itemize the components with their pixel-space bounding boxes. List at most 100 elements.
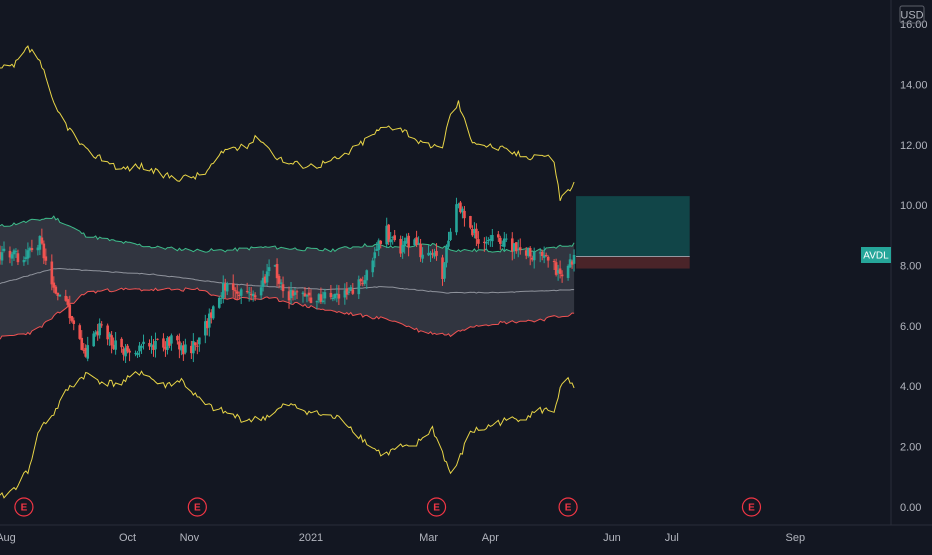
candle-body[interactable] [245,291,249,293]
candle-body[interactable] [154,340,157,350]
candle-body[interactable] [463,210,466,219]
candle-body[interactable] [42,243,46,259]
candle-body[interactable] [568,259,572,268]
candle-body[interactable] [429,252,432,255]
candle-body[interactable] [544,254,548,256]
currency-label[interactable]: USD [899,5,925,24]
candle-body[interactable] [405,237,408,244]
candle-body[interactable] [225,283,229,292]
candle-body[interactable] [152,345,155,350]
earnings-marker[interactable]: E [14,497,34,517]
candle-body[interactable] [22,259,26,263]
candle-body[interactable] [532,251,536,261]
candle-body[interactable] [142,341,145,344]
candle-body[interactable] [556,270,560,274]
candle-body[interactable] [237,294,241,296]
candle-body[interactable] [471,229,474,236]
candle-body[interactable] [385,225,388,245]
candle-body[interactable] [219,297,223,299]
candle-body[interactable] [196,345,199,347]
candle-body[interactable] [415,237,418,245]
candle-body[interactable] [112,344,115,349]
candle-body[interactable] [546,256,550,261]
candle-body[interactable] [233,290,237,292]
target-zone[interactable] [576,196,690,257]
candle-body[interactable] [281,284,285,292]
candle-body[interactable] [387,224,390,242]
candle-body[interactable] [477,239,480,244]
candle-body[interactable] [128,350,131,353]
candle-body[interactable] [166,338,169,351]
candle-body[interactable] [417,242,420,244]
candle-body[interactable] [449,231,452,240]
candle-body[interactable] [86,345,90,359]
candle-body[interactable] [524,250,528,256]
candle-body[interactable] [287,291,291,301]
candle-body[interactable] [459,202,462,213]
candle-body[interactable] [349,287,353,292]
candle-body[interactable] [447,240,450,247]
candle-body[interactable] [538,252,542,254]
candle-body[interactable] [413,239,416,246]
candle-body[interactable] [12,250,16,255]
candle-body[interactable] [319,294,323,302]
candle-body[interactable] [504,238,508,240]
candle-body[interactable] [317,294,321,301]
candle-body[interactable] [168,336,171,346]
candle-body[interactable] [56,292,60,296]
candle-body[interactable] [273,265,277,267]
candle-body[interactable] [58,294,62,297]
candle-body[interactable] [156,338,159,340]
candle-body[interactable] [473,229,476,234]
candle-body[interactable] [526,247,530,256]
candle-body[interactable] [0,252,4,261]
candle-body[interactable] [206,320,209,329]
candle-body[interactable] [110,335,113,346]
candle-body[interactable] [267,267,271,272]
candle-body[interactable] [351,289,355,294]
candle-body[interactable] [528,248,532,257]
candle-body[interactable] [239,289,243,296]
candle-body[interactable] [72,320,76,324]
candle-body[interactable] [194,342,197,346]
candle-body[interactable] [445,245,448,263]
candle-body[interactable] [335,293,339,295]
candle-body[interactable] [82,349,86,351]
earnings-marker[interactable]: E [741,497,762,517]
candle-body[interactable] [489,238,492,240]
candle-body[interactable] [457,204,460,206]
candle-body[interactable] [347,291,351,293]
candle-body[interactable] [399,238,402,254]
candle-body[interactable] [221,282,225,298]
candle-body[interactable] [80,337,84,350]
candle-body[interactable] [275,263,279,279]
candle-body[interactable] [512,243,516,252]
candle-body[interactable] [265,271,269,283]
position-tool[interactable] [576,196,690,269]
candle-body[interactable] [253,295,257,298]
candle-body[interactable] [223,283,227,291]
stop-zone[interactable] [576,256,690,269]
candle-body[interactable] [441,257,444,280]
candle-body[interactable] [259,287,263,296]
candle-body[interactable] [162,338,165,348]
envelope-upper-line[interactable] [0,45,575,201]
last-price-label[interactable]: AVDL [861,247,891,263]
candle-body[interactable] [499,237,502,244]
candle-body[interactable] [52,282,56,288]
candle-body[interactable] [263,276,267,283]
candle-body[interactable] [40,237,44,244]
candle-body[interactable] [461,208,464,213]
price-axis[interactable]: 16.00 14.00 12.00 10.00 8.00 6.00 4.00 2.00 0.00 [900,19,928,514]
candle-body[interactable] [192,341,195,354]
candle-body[interactable] [122,348,125,355]
candle-body[interactable] [407,235,410,248]
candle-body[interactable] [373,252,377,259]
candle-body[interactable] [176,336,179,341]
candle-body[interactable] [68,304,72,319]
candle-body[interactable] [391,236,394,238]
candle-body[interactable] [377,240,381,250]
candle-body[interactable] [150,344,153,347]
